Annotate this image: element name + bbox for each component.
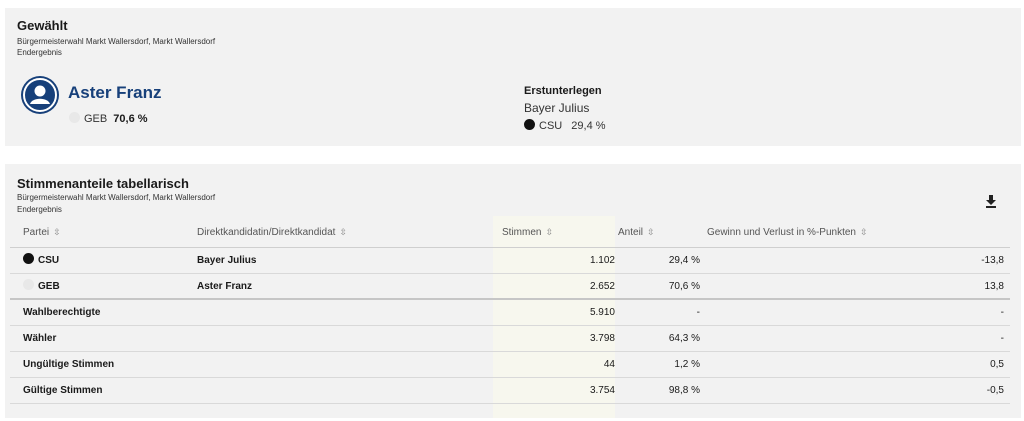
result-election: Bürgermeisterwahl Markt Wallersdorf, Mar… <box>17 37 216 46</box>
share-cell: 98,8 % <box>668 385 700 396</box>
change-cell: 0,5 <box>990 359 1004 370</box>
table-row: CSU Bayer Julius 1.102 29,4 % -13,8 <box>10 248 1010 274</box>
sort-icon: ⇳ <box>53 227 61 237</box>
results-table: Partei ⇳ Direktkandidatin/Direktkandidat ⇳… <box>10 216 1010 404</box>
change-cell: - <box>1000 307 1004 318</box>
column-header-share[interactable]: Anteil ⇳ <box>618 216 700 249</box>
sort-icon: ⇳ <box>339 227 347 237</box>
column-header-candidate[interactable]: Direktkandidatin/Direktkandidat ⇳ <box>197 216 347 249</box>
table-row: GEB Aster Franz 2.652 70,6 % 13,8 <box>10 274 1010 300</box>
sort-icon: ⇳ <box>647 227 655 237</box>
runner-up-name: Bayer Julius <box>524 101 590 115</box>
table-row: Wahlberechtigte 5.910 - - <box>10 300 1010 326</box>
winner-name: Aster Franz <box>68 83 162 102</box>
column-header-party-label: Partei <box>23 227 50 238</box>
party-name: GEB <box>38 281 60 292</box>
votes-cell: 44 <box>603 359 615 370</box>
avatar-icon <box>21 76 59 114</box>
table-row: Wähler 3.798 64,3 % - <box>10 326 1010 352</box>
share-cell: - <box>696 307 700 318</box>
column-header-votes-label: Stimmen <box>502 227 542 238</box>
party-cell: CSU <box>23 248 59 274</box>
change-cell: - <box>1000 333 1004 344</box>
votes-cell: 3.798 <box>589 333 615 344</box>
geb-party-dot-icon <box>69 112 80 123</box>
column-header-share-label: Anteil <box>618 227 644 238</box>
winner-party-label: GEB <box>84 113 108 125</box>
sort-icon: ⇳ <box>545 227 553 237</box>
column-header-votes[interactable]: Stimmen ⇳ <box>502 216 617 249</box>
share-cell: 64,3 % <box>668 333 700 344</box>
column-header-change-label: Gewinn und Verlust in %-Punkten <box>707 227 856 238</box>
table-election: Bürgermeisterwahl Markt Wallersdorf, Mar… <box>17 193 216 202</box>
candidate-cell: Bayer Julius <box>197 255 257 266</box>
votes-cell: 2.652 <box>589 281 615 292</box>
change-cell: -0,5 <box>986 385 1004 396</box>
result-card: Gewählt Bürgermeisterwahl Markt Wallersd… <box>5 8 1021 146</box>
winner-party: GEB 70,6 % <box>69 112 148 125</box>
column-header-change[interactable]: Gewinn und Verlust in %-Punkten ⇳ <box>707 216 1004 249</box>
share-cell: 70,6 % <box>668 281 700 292</box>
table-heading: Stimmenanteile tabellarisch <box>17 176 189 191</box>
csu-party-dot-icon <box>524 119 535 130</box>
votes-cell: 1.102 <box>589 255 615 266</box>
table-row: Gültige Stimmen 3.754 98,8 % -0,5 <box>10 378 1010 404</box>
csu-party-dot-icon <box>23 253 34 264</box>
table-header-row: Partei ⇳ Direktkandidatin/Direktkandidat ⇳… <box>10 216 1010 248</box>
votes-column-highlight <box>493 216 615 418</box>
summary-label: Wähler <box>23 333 57 344</box>
summary-label: Ungültige Stimmen <box>23 359 115 370</box>
candidate-cell: Aster Franz <box>197 281 253 292</box>
result-status: Endergebnis <box>17 48 62 57</box>
column-header-candidate-label: Direktkandidatin/Direktkandidat <box>197 227 336 238</box>
table-row: Ungültige Stimmen 44 1,2 % 0,5 <box>10 352 1010 378</box>
share-cell: 1,2 % <box>674 359 700 370</box>
geb-party-dot-icon <box>23 279 34 290</box>
party-cell: GEB <box>23 274 60 300</box>
summary-label: Gültige Stimmen <box>23 385 103 396</box>
change-cell: 13,8 <box>984 281 1004 292</box>
runner-up-party-label: CSU <box>539 120 563 132</box>
download-icon[interactable] <box>984 194 998 208</box>
summary-label: Wahlberechtigte <box>23 307 101 318</box>
column-header-party[interactable]: Partei ⇳ <box>23 216 61 249</box>
result-heading: Gewählt <box>17 18 68 33</box>
share-cell: 29,4 % <box>668 255 700 266</box>
party-name: CSU <box>38 255 60 266</box>
votes-cell: 3.754 <box>589 385 615 396</box>
winner-share: 70,6 % <box>113 113 148 125</box>
table-status: Endergebnis <box>17 205 62 214</box>
table-card: Stimmenanteile tabellarisch Bürgermeiste… <box>5 164 1021 418</box>
runner-up-heading: Erstunterlegen <box>524 85 602 97</box>
sort-icon: ⇳ <box>859 227 868 237</box>
votes-cell: 5.910 <box>589 307 615 318</box>
change-cell: -13,8 <box>981 255 1004 266</box>
runner-up-party: CSU 29,4 % <box>524 119 606 132</box>
runner-up-share: 29,4 % <box>571 120 606 132</box>
